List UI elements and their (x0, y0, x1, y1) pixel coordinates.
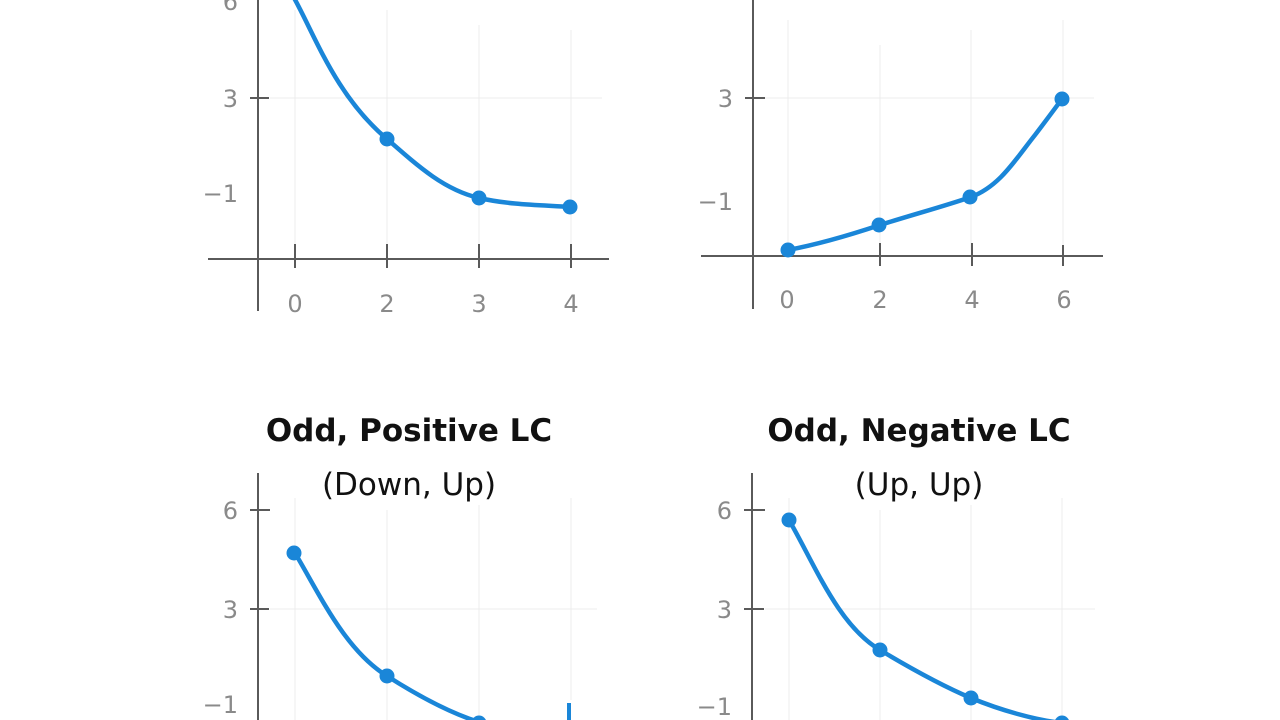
data-point (1054, 91, 1070, 107)
title-line-2: (Up, Up) (854, 467, 984, 503)
y-tick-label: −1 (698, 188, 733, 216)
panel-bottom-left: 6 3 −1 (203, 473, 597, 720)
axes (208, 0, 609, 311)
data-point (1055, 715, 1069, 720)
x-tick-label: 3 (471, 290, 486, 318)
x-tick-label: 2 (379, 290, 394, 318)
data-line (292, 0, 574, 210)
x-tick-labels: 0 2 4 6 (779, 286, 1071, 314)
panel-top-left: 6 3 −1 0 2 3 4 (203, 0, 609, 318)
axes (744, 473, 765, 720)
axes (701, 0, 1103, 309)
data-point (379, 131, 395, 147)
y-tick-label: 3 (718, 85, 733, 113)
data-point (963, 690, 979, 706)
panel-top-right: 3 −1 0 2 4 6 (698, 0, 1103, 314)
data-point (780, 242, 796, 258)
panel-title-bottom-right: Odd, Negative LC (Up, Up) (719, 404, 1119, 512)
y-tick-labels: 3 −1 (698, 85, 733, 216)
data-line (785, 96, 1065, 253)
data-line (786, 517, 1057, 720)
data-point (286, 545, 302, 561)
x-tick-labels: 0 2 3 4 (287, 290, 578, 318)
y-tick-labels: 6 3 −1 (203, 497, 238, 719)
data-point (872, 642, 888, 658)
data-points (286, 545, 486, 720)
title-line-1: Odd, Negative LC (767, 413, 1071, 449)
panel-title-bottom-left: Odd, Positive LC (Down, Up) (209, 404, 609, 512)
data-point (562, 199, 578, 215)
y-tick-label: 6 (223, 497, 238, 525)
panel-bottom-right: 6 3 −1 (697, 473, 1095, 720)
axes (250, 473, 270, 720)
y-tick-label: 3 (223, 596, 238, 624)
title-line-1: Odd, Positive LC (265, 413, 553, 449)
data-point (471, 190, 487, 206)
y-tick-label: 3 (717, 596, 732, 624)
y-tick-label: 6 (223, 0, 238, 16)
x-tick-label: 6 (1056, 286, 1071, 314)
x-tick-label: 0 (287, 290, 302, 318)
gridlines (765, 498, 1095, 720)
y-tick-label: 3 (223, 85, 238, 113)
data-point (871, 217, 887, 233)
data-point (472, 715, 486, 720)
y-tick-labels: 6 3 −1 (697, 497, 732, 720)
x-tick-label: 0 (779, 286, 794, 314)
data-points (379, 131, 578, 215)
data-point (781, 512, 797, 528)
gridlines (270, 498, 597, 720)
x-tick-label: 4 (964, 286, 979, 314)
data-points (780, 91, 1070, 258)
y-tick-labels: 6 3 −1 (203, 0, 238, 208)
title-line-2: (Down, Up) (321, 467, 497, 503)
x-tick-label: 4 (563, 290, 578, 318)
data-point (962, 189, 978, 205)
y-tick-label: −1 (203, 691, 238, 719)
y-tick-label: 6 (717, 497, 732, 525)
data-point (379, 668, 395, 684)
data-points (781, 512, 1069, 720)
y-tick-label: −1 (203, 180, 238, 208)
x-tick-label: 2 (872, 286, 887, 314)
gridlines (765, 20, 1094, 250)
y-tick-label: −1 (697, 693, 732, 720)
